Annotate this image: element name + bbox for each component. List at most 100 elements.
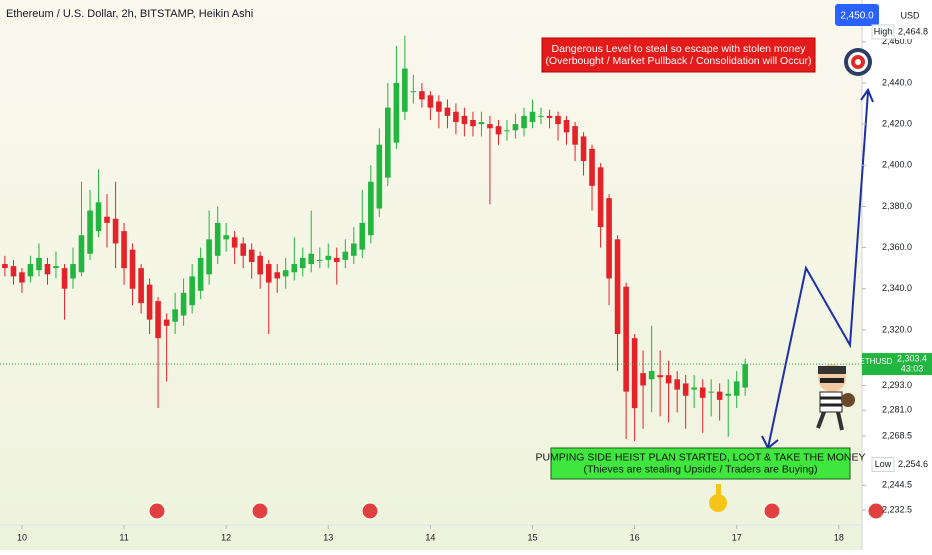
candle-body <box>44 264 51 275</box>
chart-title: Ethereum / U.S. Dollar, 2h, BITSTAMP, He… <box>6 8 253 20</box>
projection-path <box>767 91 869 449</box>
target-tag-box <box>835 4 879 26</box>
candle-body <box>70 264 76 279</box>
candle-body <box>512 124 519 131</box>
candle-body <box>691 387 697 390</box>
candle-body <box>197 257 204 291</box>
candle-body <box>725 393 732 396</box>
candle-body <box>87 210 93 254</box>
candle-body <box>419 91 425 100</box>
candle-body <box>274 272 281 279</box>
candle-body <box>61 268 68 289</box>
x-tick-label: 14 <box>425 532 435 542</box>
candle-body <box>95 202 102 232</box>
candle-body <box>444 107 451 116</box>
candle-body <box>282 270 289 277</box>
candle-body <box>2 264 8 269</box>
candle-body <box>504 130 510 132</box>
x-tick-label: 11 <box>119 532 128 542</box>
x-tick-label: 15 <box>527 532 537 542</box>
candle-body <box>333 257 340 262</box>
candle-body <box>427 95 434 108</box>
candle-body <box>317 259 323 261</box>
y-tick-label: 2,293.0 <box>882 380 912 390</box>
x-tick-label: 16 <box>630 532 640 542</box>
candle-body <box>359 222 366 250</box>
candle-body <box>674 379 680 390</box>
candle-body <box>563 119 570 133</box>
extreme-value-box <box>896 24 930 39</box>
candle-body <box>53 266 59 269</box>
candle-body <box>189 276 195 306</box>
candle-body <box>325 255 332 260</box>
candle-body <box>742 364 748 388</box>
y-tick-label: 2,281.0 <box>882 405 912 415</box>
candle-body <box>172 309 178 322</box>
target-tag: 2,450.0 <box>840 11 874 22</box>
y-tick-label: 2,380.0 <box>882 201 912 211</box>
candle-body <box>682 383 689 396</box>
candle-body <box>665 375 672 384</box>
candle-body <box>640 373 646 386</box>
candle-body <box>623 286 629 392</box>
y-tick-label: 2,320.0 <box>882 324 912 334</box>
annotation-text: (Thieves are stealing Upside / Traders a… <box>583 463 817 475</box>
currency-label: USD <box>900 10 920 20</box>
annotation-text: PUMPING SIDE HEIST PLAN STARTED, LOOT & … <box>535 451 865 463</box>
candle-body <box>461 115 468 125</box>
candle-body <box>240 243 247 256</box>
candle-body <box>368 181 374 236</box>
candle-body <box>104 216 110 223</box>
hand-icon <box>709 484 727 512</box>
candle-body <box>597 167 604 227</box>
candle-body <box>206 239 212 275</box>
x-tick-label: 12 <box>221 532 231 542</box>
candle-body <box>538 115 544 117</box>
candle-body <box>708 391 714 393</box>
candle-body <box>657 375 663 378</box>
extreme-label: 2,254.6 <box>898 459 928 469</box>
extreme-name: Low <box>875 459 892 469</box>
y-tick-label: 2,340.0 <box>882 283 912 293</box>
candle-body <box>606 198 612 279</box>
x-tick-label: 18 <box>834 532 844 542</box>
y-tick-label: 2,232.5 <box>882 504 912 514</box>
candle-body <box>138 268 144 304</box>
thief-icon <box>816 364 855 431</box>
candle-body <box>699 387 706 398</box>
y-tick-label: 2,360.0 <box>882 242 912 252</box>
candle-body <box>121 231 127 269</box>
candle-body <box>265 264 272 283</box>
y-tick-label: 2,244.5 <box>882 480 912 490</box>
candle-body <box>257 255 263 275</box>
x-tick-label: 10 <box>17 532 27 542</box>
y-tick-label: 2,268.5 <box>882 430 912 440</box>
candle-body <box>299 257 306 269</box>
candle-body <box>248 249 255 262</box>
candle-body <box>376 144 383 209</box>
arrow-head <box>860 87 874 103</box>
candle-body <box>436 101 442 112</box>
extreme-value-box <box>896 457 930 472</box>
candle-body <box>614 239 621 335</box>
candle-body <box>36 257 42 271</box>
candle-body <box>342 251 349 260</box>
candle-body <box>163 319 170 326</box>
candle-body <box>223 235 229 240</box>
candle-body <box>393 82 400 143</box>
candle-body <box>572 126 578 145</box>
candle-body <box>351 243 357 256</box>
plot-area <box>2 35 748 442</box>
x-tick-label: 17 <box>732 532 742 542</box>
candle-body <box>589 148 595 186</box>
candle-body <box>716 391 723 400</box>
candle-body <box>580 136 587 162</box>
annotation-text: (Overbought / Market Pullback / Consolid… <box>545 55 811 67</box>
extreme-tag-box <box>871 456 895 472</box>
candle-body <box>27 264 34 277</box>
candle-body <box>733 381 740 396</box>
candle-body <box>546 115 553 118</box>
candle-body <box>112 218 119 244</box>
candle-body <box>19 272 25 283</box>
candle-body <box>478 122 485 125</box>
